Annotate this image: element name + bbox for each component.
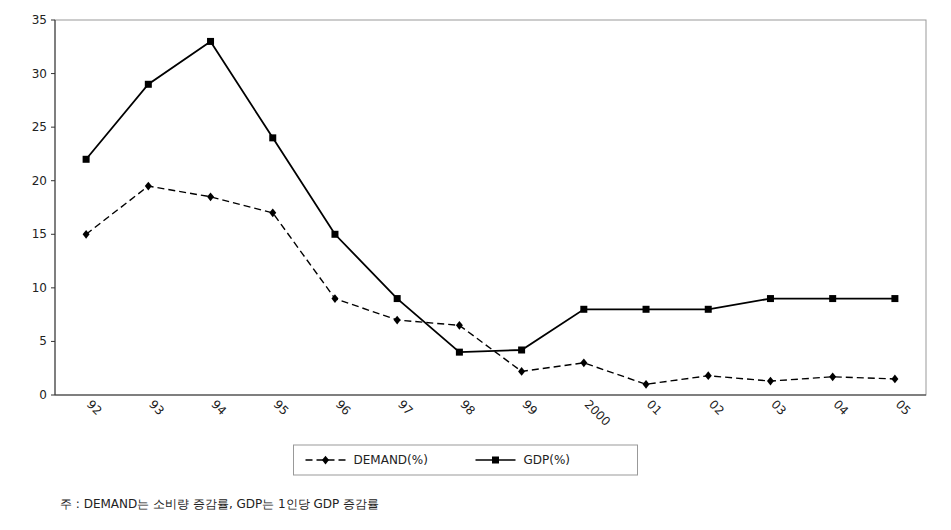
data-point [456,321,463,330]
data-point [394,316,401,325]
x-tick-label: 01 [644,397,665,418]
y-tick-label: 15 [32,227,47,241]
chart-svg: 0510152025303592939495969798992000010203… [0,0,951,530]
x-axis-line [55,395,926,396]
data-point [518,367,525,376]
y-tick-label: 30 [32,67,47,81]
data-point [331,231,338,238]
data-point [891,375,898,384]
y-tick [51,395,55,396]
data-point [580,306,587,313]
x-tick-label: 94 [208,397,229,418]
plot-frame [55,20,926,395]
y-tick [51,287,55,288]
y-tick-label: 25 [32,120,47,134]
data-point [767,295,774,302]
data-point [829,295,836,302]
data-point [891,295,898,302]
x-tick-label: 05 [893,397,914,418]
y-tick [51,180,55,181]
series-line [86,186,895,384]
y-tick-label: 10 [32,281,47,295]
series-line [86,41,895,352]
legend-marker [492,457,499,464]
data-point [145,182,152,191]
data-point [829,372,836,381]
data-point [207,38,214,45]
legend-label: GDP(%) [524,453,571,467]
data-point [705,306,712,313]
data-point [207,192,214,201]
data-point [705,371,712,380]
data-point [394,295,401,302]
x-tick-label: 04 [831,397,852,418]
y-tick [51,20,55,21]
data-point [767,377,774,386]
y-tick-label: 0 [39,388,47,402]
legend-label: DEMAND(%) [354,453,428,467]
data-point [83,156,90,163]
y-tick-label: 5 [39,334,47,348]
x-tick-label: 99 [519,397,540,418]
x-tick-label: 03 [768,397,789,418]
data-point [83,230,90,239]
data-point [580,358,587,367]
data-point [518,347,525,354]
y-tick [51,127,55,128]
legend-box [294,445,638,475]
legend-marker [322,456,329,465]
x-tick-label: 93 [146,397,167,418]
x-tick-label: 92 [84,397,105,418]
data-point [269,134,276,141]
data-point [456,349,463,356]
plot-area [83,38,899,389]
data-point [643,306,650,313]
y-tick-label: 35 [32,13,47,27]
legend: DEMAND(%) GDP(%) [294,445,638,475]
x-tick-label: 2000 [582,397,613,428]
y-tick [51,73,55,74]
y-axis-line [55,20,56,395]
note: 주 : DEMAND는 소비량 증감률, GDP는 1인당 GDP 증감률 [60,497,379,511]
y-tick-label: 20 [32,174,47,188]
chart-container: 0510152025303592939495969798992000010203… [0,0,951,530]
y-tick [51,341,55,342]
x-tick-label: 96 [333,397,354,418]
data-point [643,380,650,389]
data-point [145,81,152,88]
data-point [331,294,338,303]
x-tick-label: 95 [271,397,292,418]
x-tick-label: 98 [457,397,478,418]
data-point [269,208,276,217]
x-tick-label: 97 [395,397,416,418]
y-tick [51,234,55,235]
x-tick-label: 02 [706,397,727,418]
